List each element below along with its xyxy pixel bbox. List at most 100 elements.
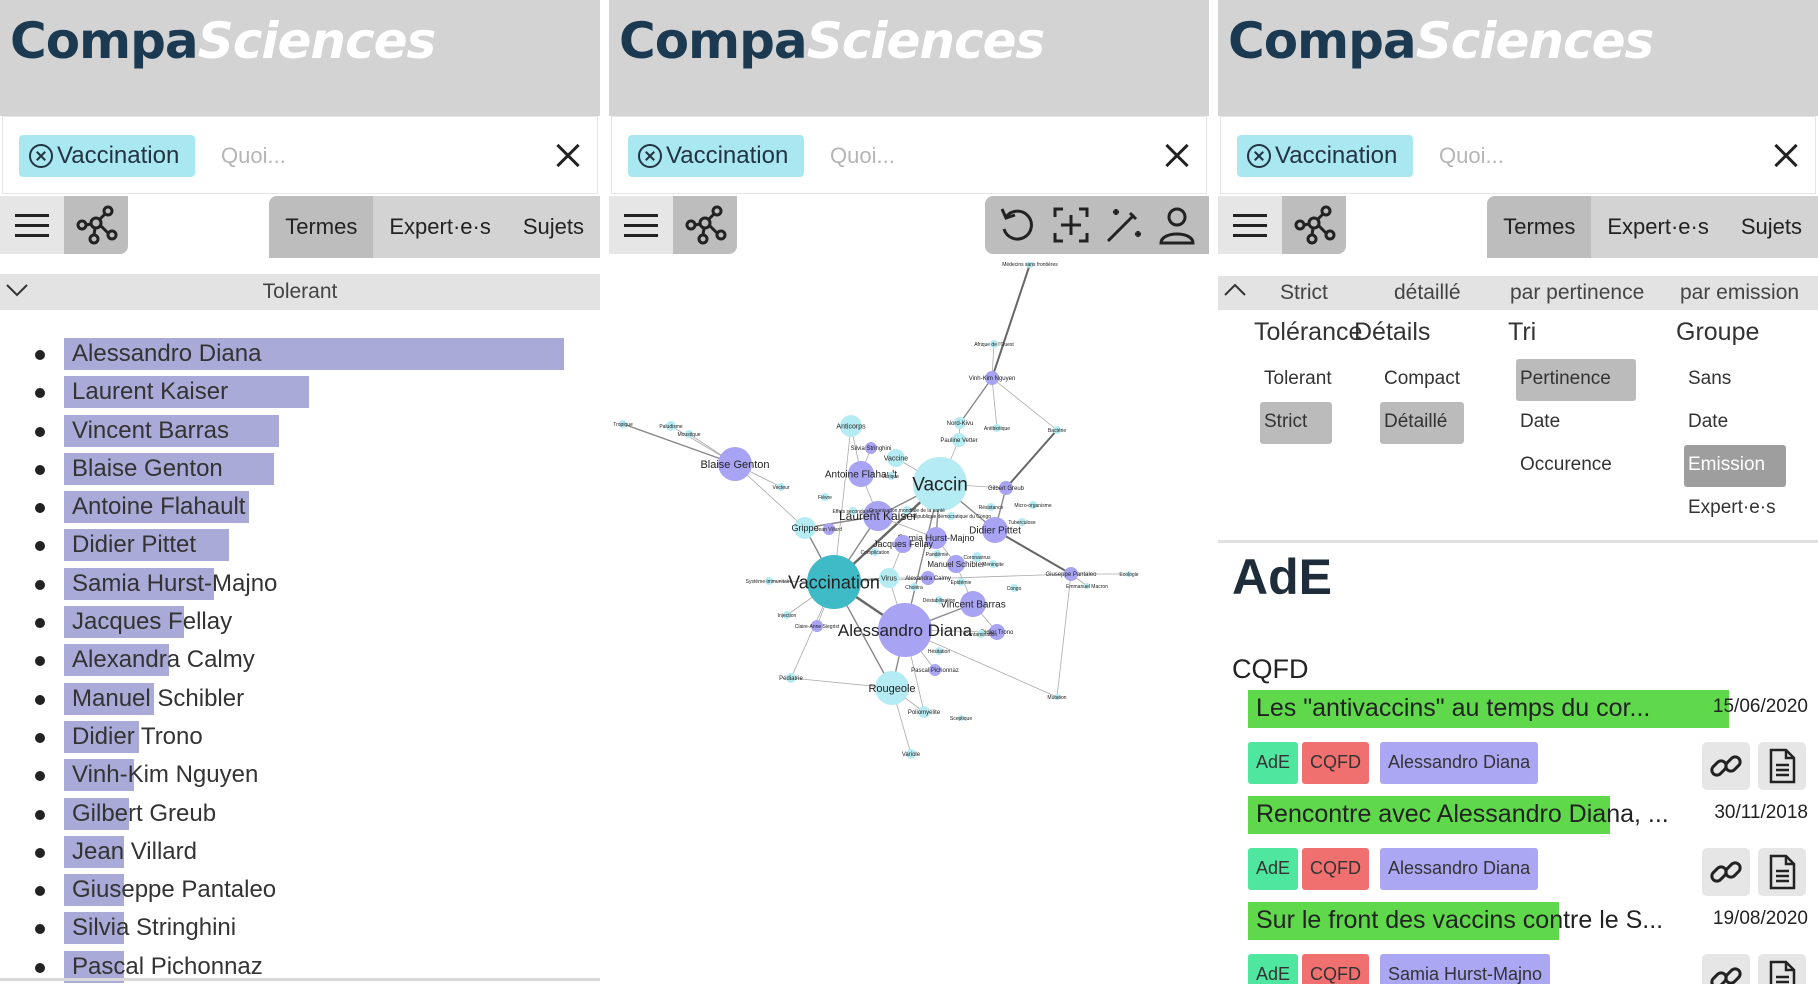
link-button[interactable] — [1702, 954, 1750, 984]
chip-remove-icon[interactable] — [638, 144, 662, 168]
graph-node[interactable]: Moustique — [677, 430, 701, 438]
result-title[interactable]: Les "antivaccins" au temps du cor... — [1256, 694, 1651, 722]
graph-node-circle[interactable] — [1026, 262, 1034, 268]
graph-node[interactable]: Didier Trono — [981, 624, 1014, 640]
graph-node-circle[interactable] — [990, 340, 998, 348]
list-view-button[interactable] — [1218, 196, 1282, 254]
expert-list-item[interactable]: Jean Villard — [0, 834, 600, 872]
expert-list-item[interactable]: Laurent Kaiser — [0, 374, 600, 412]
tab-termes[interactable]: Termes — [1487, 196, 1592, 258]
graph-node[interactable]: Tropique — [613, 420, 633, 428]
option-sans[interactable]: Sans — [1688, 368, 1732, 389]
graph-node-circle[interactable] — [1084, 583, 1090, 589]
person-icon[interactable] — [1155, 203, 1199, 247]
graph-node-circle[interactable] — [875, 671, 909, 705]
graph-node[interactable]: Manuel Schibler — [927, 555, 985, 573]
graph-node[interactable]: Anticorps — [836, 415, 866, 437]
graph-node-circle[interactable] — [807, 555, 861, 609]
option-compact[interactable]: Compact — [1384, 368, 1461, 389]
expert-list-item[interactable]: Alessandro Diana — [0, 336, 600, 374]
graph-node-circle[interactable] — [993, 424, 1001, 432]
clear-search-icon[interactable] — [1771, 141, 1801, 171]
graph-node[interactable]: Alexandra Calmy — [905, 571, 951, 585]
graph-node[interactable]: Giuseppe Pantaleo — [1045, 567, 1097, 581]
option-strict[interactable]: Strict — [1260, 402, 1332, 444]
tab-experts[interactable]: Expert·e·s — [1607, 214, 1709, 239]
graph-node-circle[interactable] — [982, 517, 1008, 543]
option-date-sort[interactable]: Date — [1520, 411, 1561, 432]
graph-node[interactable]: Epidémie — [951, 578, 972, 586]
tag-expert[interactable]: Samia Hurst-Majno — [1380, 954, 1551, 984]
search-chip[interactable]: Vaccination — [19, 135, 196, 177]
graph-node-circle[interactable] — [921, 571, 935, 585]
graph-node[interactable]: Jean Villard — [816, 523, 842, 535]
graph-node-circle[interactable] — [1053, 426, 1061, 434]
graph-node[interactable]: Pédiatrie — [779, 673, 804, 683]
graph-node-circle[interactable] — [765, 577, 773, 585]
graph-node-circle[interactable] — [1029, 501, 1037, 509]
filter-bar[interactable]: Tolerant — [0, 274, 600, 310]
graph-node-circle[interactable] — [887, 449, 905, 467]
graph-node[interactable]: Médecins sans frontières — [1002, 262, 1058, 268]
graph-node[interactable]: Vaccin — [912, 457, 968, 511]
graph-node-circle[interactable] — [848, 461, 874, 487]
graph-node-circle[interactable] — [958, 715, 964, 721]
graph-node[interactable]: Organisation mondiale de la santé — [869, 506, 945, 514]
graph-node[interactable]: République démocratique du Congo — [911, 512, 991, 520]
search-chip[interactable]: Vaccination — [628, 135, 805, 177]
result-title[interactable]: Sur le front des vaccins contre le S... — [1256, 906, 1664, 934]
graph-node[interactable]: Micro-organisme — [1014, 501, 1052, 509]
tag-cqfd[interactable]: CQFD — [1302, 848, 1369, 890]
graph-node-circle[interactable] — [947, 512, 955, 520]
graph-node[interactable]: Sceptique — [950, 715, 972, 722]
graph-node[interactable]: Contamination — [965, 630, 997, 638]
graph-node-circle[interactable] — [972, 552, 982, 562]
expert-list-item[interactable]: Blaise Genton — [0, 451, 600, 489]
graph-node-circle[interactable] — [718, 447, 752, 481]
option-occurence[interactable]: Occurence — [1520, 454, 1612, 475]
graph-node[interactable]: Poliomyélite — [908, 706, 941, 718]
graph-node[interactable]: Coronavirus — [964, 552, 991, 562]
graph-node-circle[interactable] — [985, 371, 999, 385]
result-card[interactable]: Les "antivaccins" au temps du cor... 15/0… — [1248, 690, 1814, 790]
graph-node-circle[interactable] — [1064, 567, 1078, 581]
graph-node-circle[interactable] — [878, 603, 932, 657]
list-view-button[interactable] — [609, 196, 673, 254]
graph-node-circle[interactable] — [935, 596, 943, 604]
document-button[interactable] — [1758, 848, 1806, 896]
graph-node[interactable]: Samia Hurst-Majno — [897, 527, 975, 549]
tag-expert[interactable]: Alessandro Diana — [1380, 742, 1539, 784]
link-button[interactable] — [1702, 848, 1750, 896]
option-experts[interactable]: Expert·e·s — [1688, 497, 1776, 518]
document-button[interactable] — [1758, 742, 1806, 790]
clear-search-icon[interactable] — [553, 141, 583, 171]
expert-list-item[interactable]: Antoine Flahault — [0, 489, 600, 527]
graph-node-circle[interactable] — [786, 673, 796, 683]
options-header[interactable]: Strict détaillé par pertinence par emiss… — [1218, 276, 1818, 310]
graph-node[interactable]: Effets secondaires — [832, 507, 874, 515]
graph-node-circle[interactable] — [783, 611, 791, 619]
graph-node-circle[interactable] — [989, 560, 997, 568]
graph-node[interactable]: Alessandro Diana — [838, 603, 973, 657]
magic-wand-icon[interactable] — [1102, 203, 1146, 247]
graph-node-circle[interactable] — [666, 421, 676, 431]
tab-experts[interactable]: Expert·e·s — [389, 214, 491, 239]
graph-node-circle[interactable] — [821, 493, 829, 501]
graph-node-circle[interactable] — [952, 433, 966, 447]
graph-node-circle[interactable] — [1126, 571, 1132, 577]
graph-node[interactable]: Antibiotique — [984, 424, 1010, 432]
graph-node-circle[interactable] — [999, 481, 1013, 495]
option-detaille[interactable]: Détaillé — [1380, 402, 1464, 444]
graph-node[interactable]: Tuberculose — [1008, 518, 1036, 526]
search-input[interactable] — [1439, 139, 1739, 173]
graph-node-circle[interactable] — [863, 501, 893, 531]
search-input[interactable] — [221, 139, 521, 173]
graph-node-circle[interactable] — [1018, 518, 1026, 526]
graph-node[interactable]: Nord-Kivu — [947, 417, 974, 429]
list-view-button[interactable] — [0, 196, 64, 254]
tag-expert[interactable]: Alessandro Diana — [1380, 848, 1539, 890]
graph-node[interactable]: Vaccine — [884, 449, 908, 467]
graph-node-circle[interactable] — [929, 664, 941, 676]
graph-node[interactable]: Pauline Vetter — [940, 433, 978, 447]
graph-node[interactable]: Rougeole — [868, 671, 916, 705]
